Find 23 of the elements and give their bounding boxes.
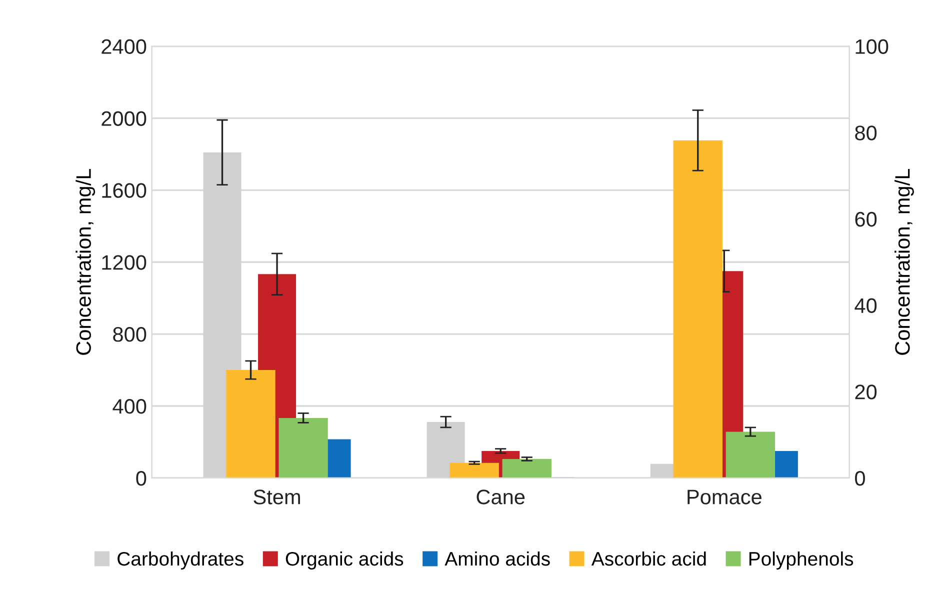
y2-tick-label: 80 (855, 126, 877, 140)
y2-tick-label: 60 (855, 212, 877, 227)
legend-label: Polyphenols (749, 551, 854, 570)
x-tick-label: Pomace (688, 490, 762, 504)
legend-label: Ascorbic acid (591, 551, 706, 566)
y-tick-label: 1600 (102, 183, 146, 198)
y2-axis-title: Concentration, mg/L (894, 168, 914, 355)
y-tick-label: 800 (113, 327, 146, 342)
y2-tick-label: 100 (856, 39, 888, 54)
y2-tick-label: 20 (855, 384, 877, 400)
y-axis-title: Concentration, mg/L (76, 168, 96, 355)
y-tick-label: 2400 (102, 39, 146, 54)
y2-tick-label: 0 (855, 470, 865, 486)
legend-label: Carbohydrates (118, 551, 244, 570)
y-tick-label: 400 (112, 399, 146, 414)
y-tick-label: 2000 (102, 111, 146, 126)
x-tick-label: Cane (476, 490, 525, 504)
y2-tick-label: 40 (854, 298, 877, 314)
y-tick-label: 1200 (102, 255, 146, 270)
legend-label: Amino acids (444, 551, 550, 566)
y-tick-label: 0 (136, 470, 146, 486)
legend-label: Organic acids (286, 551, 404, 570)
x-tick-label: Stem (254, 490, 300, 504)
